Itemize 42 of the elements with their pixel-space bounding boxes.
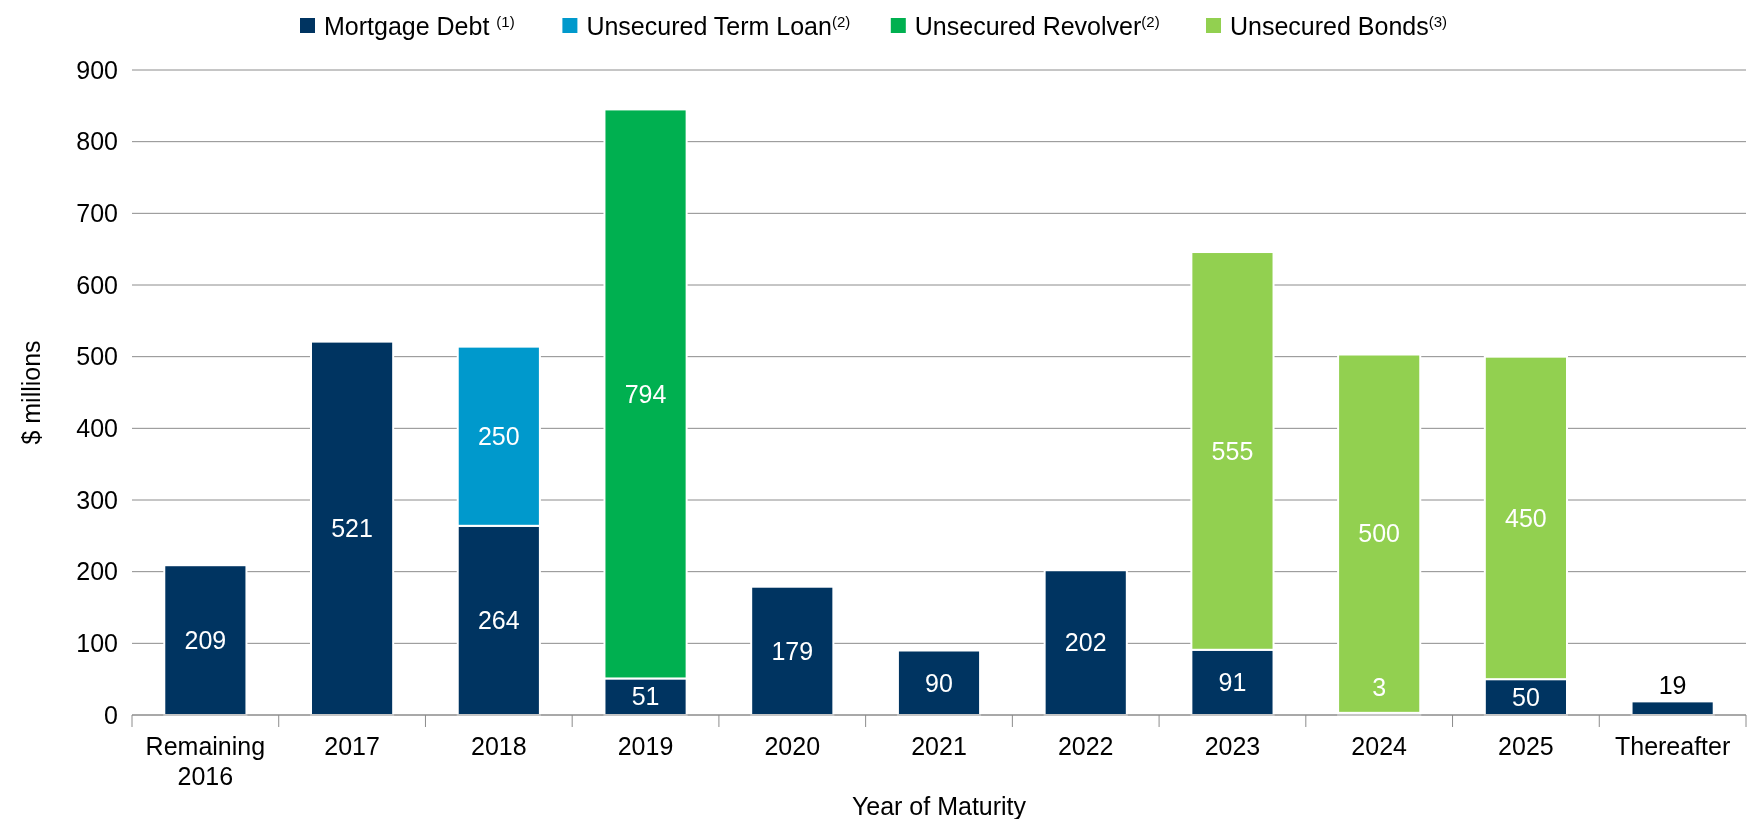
data-label: 90 (925, 668, 953, 697)
data-label: 91 (1218, 668, 1247, 697)
data-label: 521 (331, 514, 373, 543)
x-tick-label: 2025 (1498, 732, 1554, 760)
y-tick-label: 300 (76, 485, 118, 514)
data-label: 450 (1505, 503, 1547, 532)
legend-label: Unsecured Term Loan$^{(2)}$ (586, 11, 851, 40)
y-tick-label: 700 (76, 199, 118, 228)
data-label: 794 (624, 379, 667, 408)
data-label: 555 (1211, 436, 1254, 465)
x-tick-label: 2017 (324, 732, 380, 760)
data-label: 19 (1658, 671, 1687, 700)
x-tick-label: 2024 (1351, 732, 1408, 760)
data-label: 264 (477, 606, 520, 635)
y-tick-label: 400 (76, 414, 118, 443)
x-tick-label: 2019 (617, 732, 674, 760)
x-tick-label: 2022 (1057, 732, 1114, 760)
y-axis-title: $ millions (17, 340, 45, 445)
x-tick-label: Remaining 2016 (145, 732, 266, 790)
y-tick-label: 600 (76, 270, 118, 299)
y-tick-label: 200 (76, 557, 118, 586)
x-tick-label: Thereafter (1614, 732, 1731, 760)
data-label: 202 (1064, 628, 1107, 657)
data-label: 50 (1512, 682, 1540, 711)
data-label: 500 (1358, 519, 1401, 548)
data-label: 250 (477, 421, 520, 450)
y-tick-label: 800 (76, 127, 118, 156)
legend-label: Unsecured Bonds$^{(3)}$ (1230, 11, 1448, 40)
y-tick-label: 100 (76, 629, 118, 658)
data-label: 51 (631, 682, 660, 711)
y-tick-label: 0 (104, 700, 118, 729)
data-label: 209 (184, 625, 227, 654)
x-tick-label: 2018 (471, 732, 527, 760)
data-label: 179 (771, 636, 814, 665)
legend-label: Unsecured Revolver$^{(2)}$ (914, 11, 1160, 40)
data-label: 3 (1372, 672, 1387, 701)
y-tick-label: 500 (76, 342, 118, 371)
y-tick-label: 900 (76, 55, 118, 84)
x-tick-label: 2021 (911, 732, 967, 760)
legend-label: Mortgage Debt $^{(1)}$ (324, 11, 515, 40)
x-tick-label: 2023 (1204, 732, 1261, 760)
x-tick-label: 2020 (764, 732, 821, 760)
